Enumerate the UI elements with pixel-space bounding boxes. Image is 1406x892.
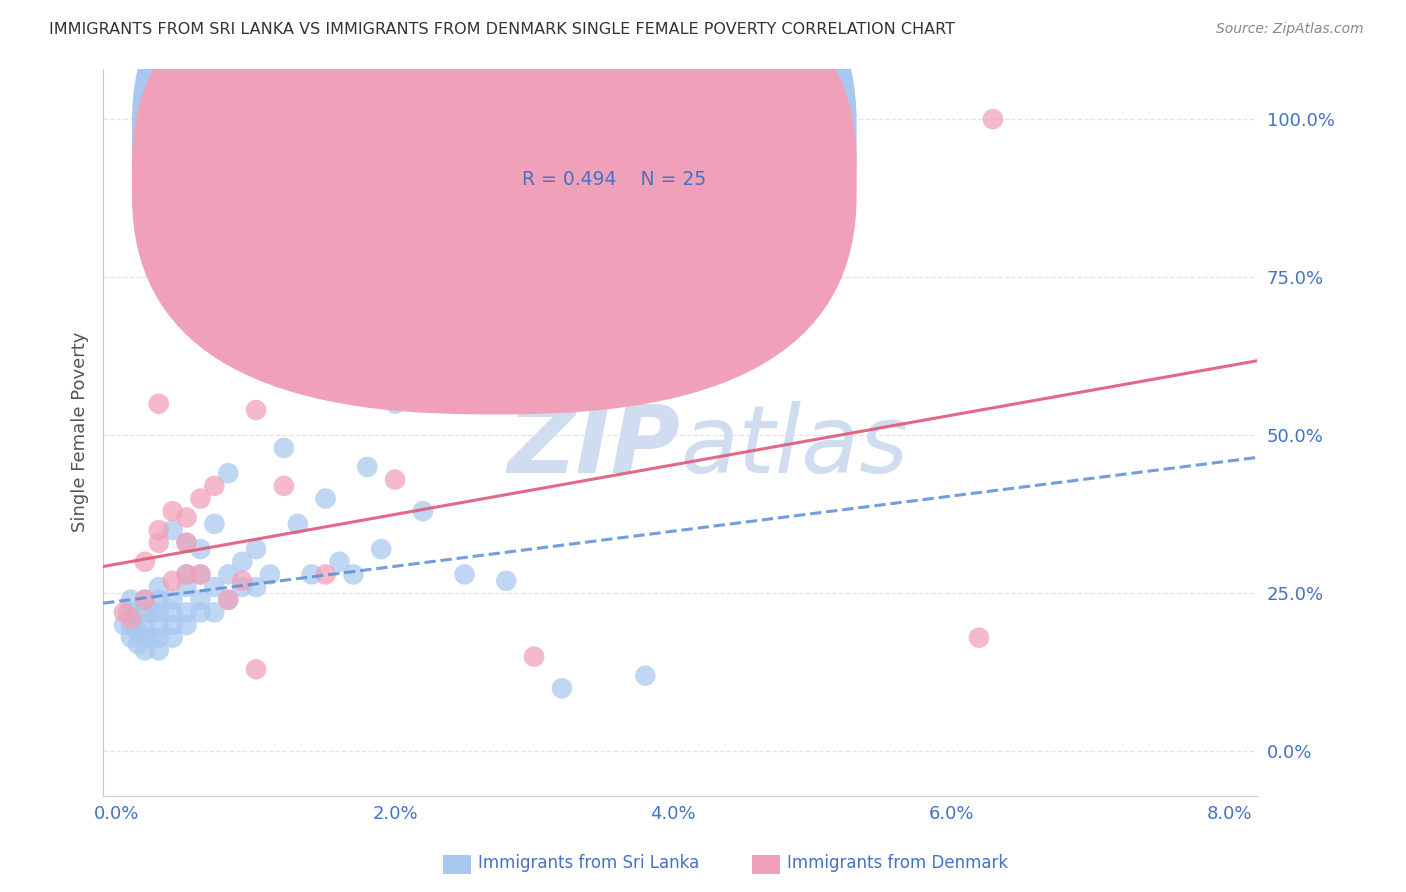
Point	[148, 592, 170, 607]
Point	[176, 567, 198, 582]
Point	[287, 516, 309, 531]
Point	[127, 624, 149, 639]
Point	[148, 580, 170, 594]
Point	[202, 479, 225, 493]
Point	[634, 668, 657, 682]
Point	[245, 403, 267, 417]
Point	[231, 574, 253, 588]
Point	[148, 631, 170, 645]
Point	[148, 523, 170, 537]
Point	[176, 536, 198, 550]
Point	[120, 592, 142, 607]
Point	[245, 580, 267, 594]
Point	[245, 662, 267, 676]
Point	[134, 555, 156, 569]
Text: R = 0.494    N = 25: R = 0.494 N = 25	[522, 170, 706, 189]
Point	[162, 592, 184, 607]
Point	[134, 592, 156, 607]
Point	[190, 542, 212, 557]
Point	[190, 606, 212, 620]
Point	[141, 606, 163, 620]
Point	[127, 637, 149, 651]
Y-axis label: Single Female Poverty: Single Female Poverty	[72, 332, 89, 533]
Point	[120, 612, 142, 626]
Point	[148, 536, 170, 550]
Point	[120, 631, 142, 645]
Point	[273, 441, 295, 455]
Point	[217, 467, 239, 481]
Text: ZIP: ZIP	[508, 401, 681, 492]
Text: Source: ZipAtlas.com: Source: ZipAtlas.com	[1216, 22, 1364, 37]
Point	[190, 567, 212, 582]
Point	[384, 397, 406, 411]
FancyBboxPatch shape	[132, 0, 856, 414]
Point	[148, 643, 170, 657]
FancyBboxPatch shape	[132, 0, 856, 372]
Point	[315, 491, 337, 506]
Point	[162, 574, 184, 588]
Point	[245, 542, 267, 557]
Point	[328, 555, 350, 569]
Point	[112, 618, 135, 632]
Text: R = 0.423    N = 60: R = 0.423 N = 60	[522, 128, 706, 147]
Point	[162, 618, 184, 632]
Point	[217, 592, 239, 607]
Point	[202, 516, 225, 531]
Point	[384, 473, 406, 487]
Point	[148, 397, 170, 411]
Text: Immigrants from Denmark: Immigrants from Denmark	[787, 855, 1008, 872]
Point	[176, 510, 198, 524]
Text: Immigrants from Sri Lanka: Immigrants from Sri Lanka	[478, 855, 699, 872]
Point	[176, 536, 198, 550]
Point	[176, 618, 198, 632]
Point	[134, 618, 156, 632]
Point	[967, 631, 990, 645]
Point	[162, 631, 184, 645]
Point	[112, 606, 135, 620]
Point	[141, 631, 163, 645]
Point	[176, 580, 198, 594]
Point	[412, 504, 434, 518]
Point	[148, 618, 170, 632]
Point	[981, 112, 1004, 127]
Point	[120, 606, 142, 620]
Point	[134, 592, 156, 607]
Point	[202, 606, 225, 620]
Point	[356, 459, 378, 474]
Point	[202, 580, 225, 594]
Point	[120, 618, 142, 632]
Point	[259, 567, 281, 582]
Point	[190, 491, 212, 506]
Text: IMMIGRANTS FROM SRI LANKA VS IMMIGRANTS FROM DENMARK SINGLE FEMALE POVERTY CORRE: IMMIGRANTS FROM SRI LANKA VS IMMIGRANTS …	[49, 22, 955, 37]
Point	[523, 649, 546, 664]
Point	[342, 567, 364, 582]
Point	[134, 643, 156, 657]
Point	[176, 606, 198, 620]
Point	[495, 574, 517, 588]
Point	[134, 606, 156, 620]
Point	[301, 567, 323, 582]
Point	[162, 523, 184, 537]
Text: atlas: atlas	[681, 401, 908, 492]
Point	[231, 555, 253, 569]
FancyBboxPatch shape	[456, 102, 785, 214]
Point	[190, 592, 212, 607]
Point	[217, 567, 239, 582]
Point	[370, 542, 392, 557]
Point	[134, 631, 156, 645]
Point	[231, 580, 253, 594]
Point	[217, 592, 239, 607]
Point	[148, 606, 170, 620]
Point	[315, 567, 337, 582]
Point	[273, 479, 295, 493]
Point	[453, 567, 475, 582]
Point	[551, 681, 574, 696]
Point	[162, 504, 184, 518]
Point	[190, 567, 212, 582]
Point	[162, 606, 184, 620]
Point	[117, 606, 139, 620]
Point	[176, 567, 198, 582]
